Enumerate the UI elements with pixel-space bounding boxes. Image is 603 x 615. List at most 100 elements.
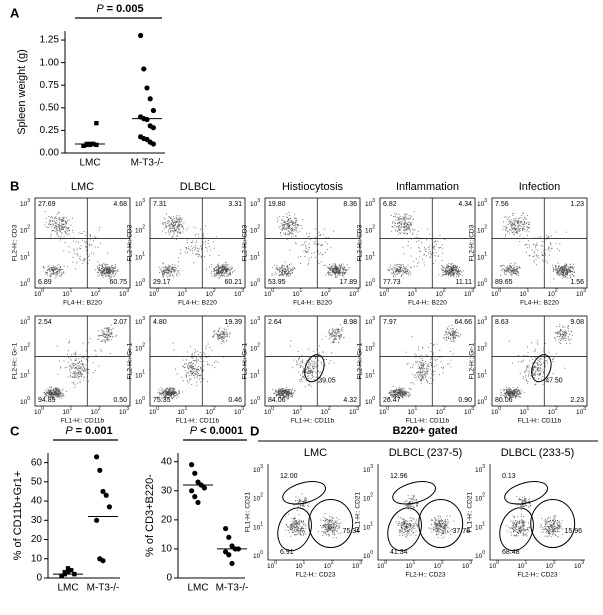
event-dot [224,269,226,271]
x-log-tick-label: 100 [264,406,274,415]
event-dot [442,272,444,274]
event-dot [111,265,112,267]
event-dot [457,270,459,272]
event-dot [75,359,77,361]
event-dot [334,334,336,336]
event-dot [106,335,108,336]
event-dot [53,393,55,395]
event-dot [103,335,105,337]
event-dot [192,250,194,252]
event-dot [344,273,346,274]
event-dot [99,267,100,269]
event-dot [166,213,167,215]
event-dot [288,212,290,213]
event-dot [429,233,431,235]
event-dot [271,274,273,276]
event-dot [88,244,90,245]
event-dot [54,273,56,275]
event-dot [454,264,456,266]
event-dot [50,233,52,235]
event-dot [317,243,319,245]
event-dot [214,274,216,276]
event-dot [191,365,193,367]
event-dot [320,261,322,263]
event-dot [104,334,106,336]
event-dot [104,268,106,270]
event-dot [404,395,406,397]
event-dot [285,391,287,392]
event-dot [221,274,222,276]
event-dot [403,233,405,235]
event-dot [403,226,405,228]
event-dot [286,397,288,399]
event-dot [298,358,300,359]
event-dot [99,264,101,266]
event-dot [543,250,545,252]
x-log-tick-label: 100 [149,406,159,415]
event-dot [335,335,337,337]
event-dot [66,227,67,229]
event-dot [98,330,100,332]
event-dot [43,267,45,269]
event-dot [75,241,77,243]
event-dot [170,231,172,233]
event-dot [163,217,165,219]
event-dot [282,270,284,272]
event-dot [226,265,227,267]
event-dot [74,386,76,388]
event-dot [513,227,515,229]
event-dot [308,369,309,371]
event-dot [177,219,179,221]
event-dot [308,359,310,361]
event-dot [213,361,215,363]
event-dot [335,276,337,278]
event-dot [107,328,109,330]
event-dot [50,269,52,271]
event-dot [56,213,58,215]
event-dot [329,269,331,271]
event-dot [169,395,171,397]
event-dot [217,362,219,363]
event-dot [225,269,227,271]
log-exponent: 3 [471,288,474,294]
density-cloud [272,324,345,400]
event-dot [169,275,171,277]
event-dot [522,237,524,239]
event-dot [57,396,59,398]
event-dot [403,394,405,396]
event-dot [194,373,196,374]
quadrant-percent: 77.73 [383,279,401,286]
event-dot [190,362,192,364]
event-dot [170,268,172,270]
event-dot [210,249,212,251]
event-dot [557,271,559,273]
event-dot [76,368,78,370]
event-dot [336,334,338,336]
event-dot [339,337,341,339]
event-dot [63,226,65,228]
event-dot [301,354,303,356]
event-dot [559,250,560,252]
event-dot [295,225,297,227]
y-axis-label: Spleen weight (g) [16,49,28,135]
event-dot [162,392,164,393]
event-dot [109,273,110,275]
event-dot [399,221,401,222]
event-dot [557,267,559,269]
event-dot [549,250,551,252]
event-dot [455,268,457,270]
event-dot [500,266,502,268]
event-dot [296,364,297,366]
event-dot [295,235,297,237]
y-log-tick-label: 103 [250,316,260,325]
event-dot [332,330,334,332]
event-dot [224,264,226,266]
event-dot [277,390,279,392]
event-dot [295,222,297,224]
y-tick-label: 0.50 [40,102,60,113]
data-point [189,462,195,468]
event-dot [107,272,109,274]
event-dot [179,219,181,221]
event-dot [295,221,296,223]
event-dot [513,218,515,220]
